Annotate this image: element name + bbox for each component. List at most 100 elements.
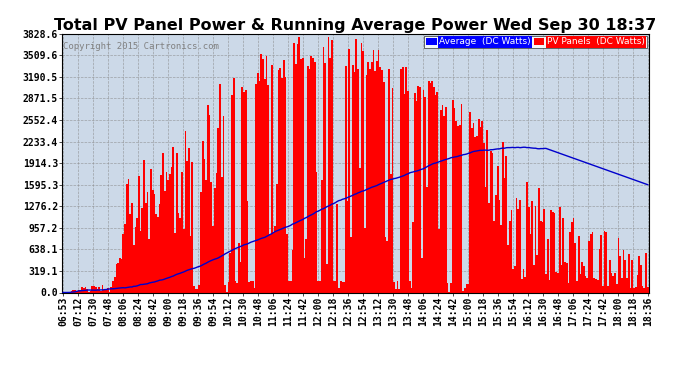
Bar bbox=[626, 278, 628, 292]
Bar bbox=[321, 180, 322, 292]
Bar bbox=[270, 65, 273, 292]
Bar bbox=[635, 287, 636, 292]
Bar bbox=[107, 288, 108, 292]
Bar bbox=[186, 161, 188, 292]
Bar bbox=[177, 213, 179, 292]
Bar bbox=[598, 249, 600, 292]
Bar bbox=[512, 269, 514, 292]
Bar bbox=[567, 284, 569, 292]
Bar bbox=[490, 152, 491, 292]
Bar bbox=[569, 232, 571, 292]
Bar bbox=[536, 255, 538, 292]
Bar bbox=[524, 277, 526, 292]
Bar bbox=[288, 280, 290, 292]
Bar bbox=[481, 121, 483, 292]
Bar bbox=[91, 286, 93, 292]
Bar bbox=[426, 187, 428, 292]
Bar bbox=[100, 291, 101, 292]
Bar bbox=[277, 70, 279, 292]
Bar bbox=[174, 233, 176, 292]
Bar bbox=[319, 281, 321, 292]
Bar bbox=[86, 290, 88, 292]
Bar bbox=[105, 289, 107, 292]
Bar bbox=[98, 287, 100, 292]
Bar bbox=[157, 217, 159, 292]
Bar bbox=[467, 284, 469, 292]
Bar bbox=[243, 92, 245, 292]
Bar bbox=[464, 288, 466, 292]
Bar bbox=[529, 234, 531, 292]
Bar bbox=[322, 47, 324, 292]
Bar bbox=[167, 180, 169, 292]
Bar bbox=[90, 291, 91, 292]
Bar bbox=[352, 65, 353, 292]
Bar bbox=[148, 239, 150, 292]
Bar bbox=[431, 81, 433, 292]
Bar bbox=[138, 176, 139, 292]
Bar bbox=[253, 288, 255, 292]
Bar bbox=[72, 290, 74, 292]
Bar bbox=[400, 69, 402, 292]
Bar bbox=[491, 153, 493, 292]
Bar bbox=[181, 172, 183, 292]
Bar bbox=[136, 217, 138, 292]
Bar bbox=[169, 174, 170, 292]
Bar bbox=[419, 87, 421, 292]
Bar bbox=[153, 194, 155, 292]
Bar bbox=[162, 153, 164, 292]
Bar bbox=[215, 173, 217, 292]
Bar bbox=[191, 162, 193, 292]
Bar bbox=[542, 222, 543, 292]
Bar bbox=[74, 290, 76, 292]
Bar bbox=[200, 192, 201, 292]
Bar bbox=[128, 178, 129, 292]
Bar bbox=[297, 44, 298, 292]
Bar bbox=[77, 290, 79, 292]
Bar bbox=[281, 78, 283, 292]
Bar bbox=[390, 174, 391, 292]
Bar bbox=[291, 250, 293, 292]
Bar bbox=[586, 278, 588, 292]
Bar bbox=[164, 191, 166, 292]
Bar bbox=[580, 274, 581, 292]
Bar bbox=[383, 82, 384, 292]
Bar bbox=[221, 177, 222, 292]
Bar bbox=[442, 105, 443, 292]
Bar bbox=[619, 255, 621, 292]
Bar bbox=[302, 58, 304, 292]
Bar bbox=[110, 287, 112, 292]
Bar bbox=[374, 71, 376, 292]
Bar bbox=[360, 44, 362, 292]
Bar bbox=[629, 288, 631, 292]
Bar bbox=[562, 218, 564, 292]
Bar bbox=[607, 286, 609, 292]
Bar bbox=[132, 245, 135, 292]
Bar bbox=[119, 258, 121, 292]
Bar bbox=[283, 60, 284, 292]
Bar bbox=[274, 226, 276, 292]
Bar bbox=[160, 175, 162, 292]
Legend: Average  (DC Watts), PV Panels  (DC Watts): Average (DC Watts), PV Panels (DC Watts) bbox=[424, 36, 647, 48]
Bar bbox=[574, 243, 576, 292]
Bar bbox=[624, 260, 626, 292]
Bar bbox=[557, 273, 559, 292]
Bar bbox=[219, 84, 221, 292]
Bar bbox=[129, 214, 131, 292]
Bar bbox=[212, 225, 214, 292]
Bar bbox=[488, 203, 490, 292]
Bar bbox=[276, 184, 277, 292]
Bar bbox=[366, 75, 367, 292]
Bar bbox=[284, 77, 286, 292]
Bar bbox=[422, 90, 424, 292]
Bar bbox=[326, 264, 328, 292]
Bar bbox=[206, 180, 207, 292]
Bar bbox=[260, 54, 262, 292]
Bar bbox=[618, 238, 619, 292]
Bar bbox=[117, 262, 119, 292]
Bar bbox=[466, 284, 467, 292]
Bar bbox=[333, 281, 335, 292]
Bar bbox=[393, 282, 395, 292]
Bar bbox=[590, 234, 591, 292]
Bar bbox=[526, 183, 528, 292]
Bar bbox=[560, 265, 562, 292]
